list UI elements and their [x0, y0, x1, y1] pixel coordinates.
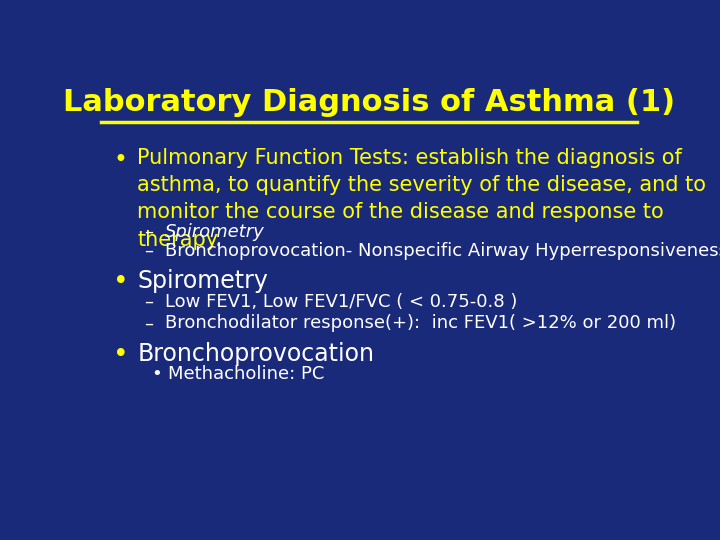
- Text: •: •: [114, 148, 127, 172]
- Text: Bronchodilator response(+):  inc FEV1( >12% or 200 ml): Bronchodilator response(+): inc FEV1( >1…: [166, 314, 677, 332]
- Text: –: –: [144, 223, 153, 241]
- Text: Spirometry: Spirometry: [166, 223, 265, 241]
- Text: –: –: [144, 314, 153, 332]
- Text: Laboratory Diagnosis of Asthma (1): Laboratory Diagnosis of Asthma (1): [63, 87, 675, 117]
- Text: Methacholine: PC: Methacholine: PC: [168, 366, 325, 383]
- Text: •: •: [113, 342, 128, 368]
- Text: Pulmonary Function Tests: establish the diagnosis of
asthma, to quantify the sev: Pulmonary Function Tests: establish the …: [138, 148, 706, 249]
- Text: Low FEV1, Low FEV1/FVC ( < 0.75-0.8 ): Low FEV1, Low FEV1/FVC ( < 0.75-0.8 ): [166, 293, 518, 310]
- Text: •: •: [113, 269, 128, 295]
- Text: •: •: [152, 366, 162, 383]
- Text: Bronchoprovocation: Bronchoprovocation: [138, 342, 374, 366]
- Text: –: –: [144, 293, 153, 310]
- Text: Bronchoprovocation- Nonspecific Airway Hyperresponsiveness: Bronchoprovocation- Nonspecific Airway H…: [166, 241, 720, 260]
- Text: –: –: [144, 241, 153, 260]
- Text: Spirometry: Spirometry: [138, 269, 269, 293]
